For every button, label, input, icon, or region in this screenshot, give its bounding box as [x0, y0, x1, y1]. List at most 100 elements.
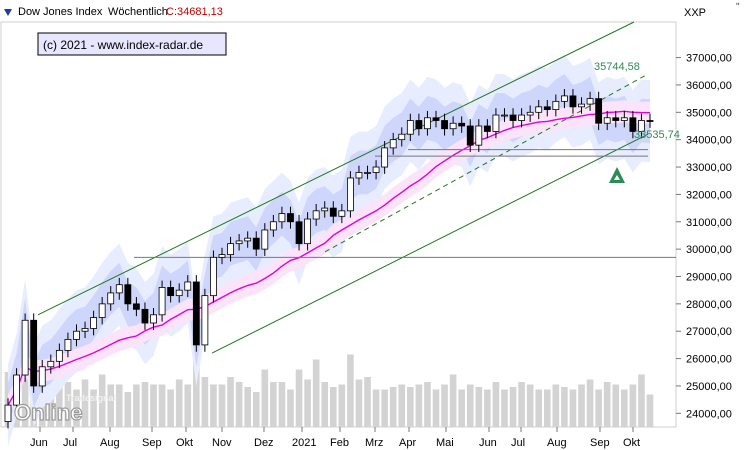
- candle-body: [252, 237, 260, 250]
- y-tick-label: 30000,00: [686, 244, 732, 256]
- volume-bar: [244, 387, 251, 427]
- candle-body: [338, 210, 346, 217]
- x-tick-label: Feb: [330, 437, 349, 449]
- candle-body: [64, 339, 72, 351]
- volume-bar: [90, 389, 97, 427]
- candle-body: [355, 172, 363, 179]
- candle-body: [603, 117, 611, 124]
- candle-body: [612, 117, 620, 121]
- volume-bar: [235, 382, 243, 427]
- candle-body: [620, 117, 628, 121]
- volume-bar: [321, 382, 329, 427]
- x-tick-label: Mai: [436, 437, 454, 449]
- x-tick-label: Sep: [142, 437, 162, 449]
- x-tick-label: Jul: [63, 437, 77, 449]
- volume-bar: [364, 377, 371, 427]
- candle-body: [466, 125, 474, 146]
- volume-bar: [167, 389, 174, 427]
- volume-bar: [304, 379, 311, 427]
- volume-bar: [543, 389, 551, 427]
- volatility-bands: [8, 54, 650, 447]
- candle-body: [518, 114, 525, 121]
- x-tick-label: 2021: [292, 437, 316, 449]
- y-tick-label: 26000,00: [686, 354, 732, 366]
- close-price-label: C:34681,13: [166, 6, 223, 18]
- candle-body: [210, 256, 217, 297]
- candle-body: [115, 284, 123, 294]
- series-marker-icon: [4, 9, 12, 16]
- volume-bar: [526, 384, 534, 427]
- candle-body: [424, 117, 431, 130]
- volume-bar: [398, 384, 406, 427]
- volume-bar: [201, 377, 209, 427]
- candle-body: [561, 95, 568, 102]
- upper-channel-line: [37, 21, 635, 316]
- candle-body: [201, 295, 209, 346]
- candle-body: [141, 308, 149, 324]
- volume-bar: [329, 387, 337, 427]
- candle-body: [381, 147, 389, 168]
- volume-bar: [252, 392, 260, 427]
- candle-body: [329, 207, 337, 217]
- volume-bar: [338, 384, 346, 427]
- candle-body: [158, 287, 166, 316]
- x-tick-label: Okt: [176, 437, 193, 449]
- volume-bar: [56, 377, 63, 427]
- volume-bar: [133, 384, 140, 427]
- candle-body: [218, 254, 226, 258]
- candlesticks: [4, 89, 654, 429]
- chart-period: Wöchentlich: [108, 6, 168, 18]
- candle-body: [21, 319, 29, 376]
- volume-bar: [312, 359, 320, 427]
- volume-bar: [210, 384, 217, 427]
- chart-title: Dow Jones Index: [18, 6, 103, 18]
- volume-bar: [561, 387, 568, 427]
- candle-body: [132, 303, 140, 310]
- y-tick-label: 32000,00: [686, 189, 732, 201]
- candle-body: [321, 207, 329, 212]
- volume-bar: [475, 387, 483, 427]
- volume-bar: [569, 389, 577, 427]
- x-tick-label: Jul: [511, 437, 525, 449]
- lower-channel-line: [211, 133, 649, 354]
- volume-bar: [124, 392, 132, 427]
- x-tick-label: Apr: [399, 437, 416, 449]
- candle-body: [346, 177, 354, 212]
- y-tick-label: 25000,00: [686, 381, 732, 393]
- candle-body: [398, 133, 406, 141]
- candle-body: [501, 114, 508, 117]
- candle-body: [526, 111, 534, 116]
- candle-body: [287, 213, 294, 223]
- volume-bar: [466, 384, 474, 427]
- volume-bar: [98, 374, 106, 427]
- y-tick-label: 29000,00: [686, 271, 732, 283]
- volume-bar: [441, 384, 448, 427]
- y-tick-label: 24000,00: [686, 408, 732, 420]
- candle-body: [98, 303, 106, 318]
- volume-bar: [424, 382, 431, 427]
- volume-bar: [347, 354, 354, 427]
- y-tick-label: 31000,00: [686, 217, 732, 229]
- volume-bar: [432, 389, 440, 427]
- candle-body: [483, 125, 491, 132]
- volume-bar: [595, 389, 602, 427]
- candle-body: [312, 210, 320, 220]
- candle-body: [38, 366, 46, 387]
- close-x-icon[interactable]: ʺ: [736, 2, 740, 13]
- mid-channel-dashed-line: [324, 73, 649, 253]
- volume-bar: [107, 384, 115, 427]
- candle-body: [638, 120, 645, 132]
- candle-body: [107, 292, 115, 305]
- volume-bar: [629, 384, 637, 427]
- watermark-line2: Online: [14, 400, 82, 425]
- volume-bar: [509, 387, 517, 427]
- volume-bar: [449, 374, 457, 427]
- candle-body: [55, 349, 63, 362]
- volume-bar: [646, 394, 654, 427]
- plot-frame: [0, 21, 677, 428]
- x-tick-label: Mrz: [365, 437, 383, 449]
- y-tick-label: 36000,00: [686, 80, 732, 92]
- volume-bar: [389, 387, 397, 427]
- candle-body: [167, 287, 175, 297]
- high-annotation: 35744,58: [594, 61, 640, 73]
